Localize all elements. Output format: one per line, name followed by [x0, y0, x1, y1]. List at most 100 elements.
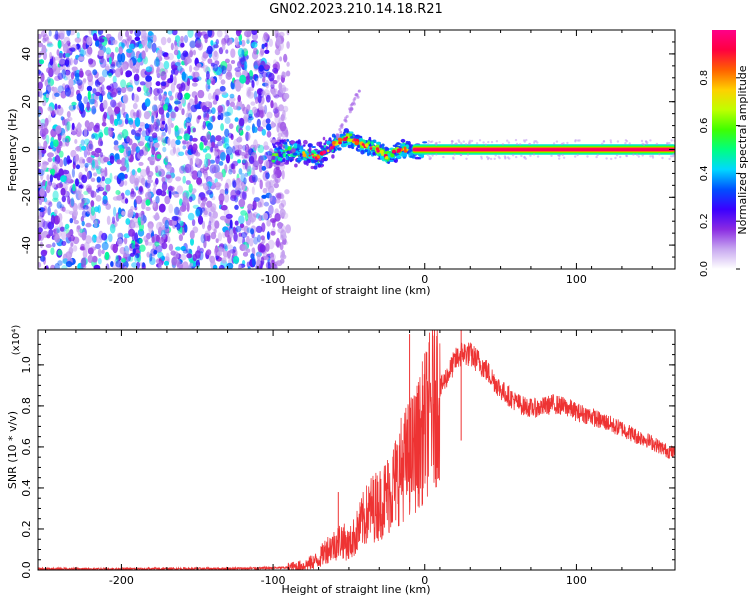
noise-cell — [75, 72, 80, 82]
noise-cell — [115, 190, 121, 195]
band-edge-cell — [640, 139, 644, 143]
noise-cell — [199, 247, 204, 254]
noise-cell — [202, 182, 210, 191]
noise-cell — [38, 227, 43, 233]
noise-cell — [79, 184, 85, 189]
noise-cell — [155, 68, 162, 77]
noise-cell — [229, 228, 234, 239]
noise-cell — [87, 247, 94, 255]
noise-cell — [153, 249, 158, 255]
noise-cell — [171, 256, 178, 266]
noise-cell — [139, 262, 143, 267]
ridge-cell — [385, 156, 389, 160]
noise-cell — [92, 172, 98, 177]
band-edge-cell — [487, 140, 490, 144]
band-edge-cell — [524, 157, 527, 160]
noise-cell — [38, 150, 42, 161]
noise-cell — [54, 234, 61, 243]
noise-cell — [46, 174, 50, 181]
band-edge-cell — [595, 155, 598, 159]
band-edge-cell — [574, 139, 577, 142]
noise-cell — [141, 262, 146, 268]
noise-cell — [138, 127, 142, 132]
noise-cell — [275, 237, 280, 248]
band-edge-cell — [672, 153, 675, 156]
noise-cell — [229, 219, 233, 229]
noise-cell — [238, 168, 243, 175]
noise-cell — [125, 189, 131, 196]
streak-cell — [338, 128, 342, 131]
noise-cell — [175, 35, 181, 43]
noise-cell — [229, 96, 236, 103]
noise-cell — [49, 51, 53, 60]
noise-cell — [142, 33, 149, 38]
noise-cell — [226, 63, 233, 72]
band-edge-cell — [511, 154, 515, 157]
noise-cell — [211, 166, 219, 174]
noise-cell — [284, 130, 289, 138]
onset-cell — [303, 139, 308, 145]
noise-cell — [46, 93, 50, 99]
noise-cell — [98, 38, 105, 43]
noise-cell — [184, 122, 192, 128]
noise-cell — [126, 87, 133, 92]
noise-cell — [195, 259, 200, 268]
onset-cell — [271, 155, 276, 160]
noise-cell — [261, 222, 266, 233]
streak-cell — [352, 98, 356, 102]
noise-cell — [282, 105, 289, 113]
noise-cell — [181, 71, 186, 81]
band-edge-cell — [435, 153, 438, 156]
band-edge-cell — [532, 153, 536, 156]
band-edge-cell — [661, 156, 664, 160]
noise-cell — [225, 99, 230, 107]
onset-cell — [344, 142, 350, 146]
noise-cell — [77, 56, 85, 61]
noise-cell — [65, 177, 71, 185]
noise-cell — [237, 124, 243, 134]
noise-cell — [50, 214, 56, 225]
noise-cell — [80, 264, 87, 269]
band-edge-cell — [562, 156, 566, 159]
noise-cell — [38, 233, 42, 242]
noise-cell — [201, 54, 207, 62]
noise-cell — [262, 212, 269, 221]
noise-cell — [248, 86, 254, 92]
band-edge-cell — [658, 153, 661, 156]
noise-cell — [110, 261, 114, 267]
noise-cell — [85, 184, 93, 192]
noise-cell — [97, 186, 105, 192]
onset-cell — [294, 163, 298, 168]
noise-cell — [218, 264, 225, 269]
noise-cell — [247, 266, 251, 269]
noise-cell — [244, 172, 249, 177]
noise-cell — [156, 49, 161, 58]
band-edge-cell — [506, 156, 510, 159]
noise-cell — [247, 30, 252, 35]
chart-title: GN02.2023.210.14.18.R21 — [269, 2, 443, 17]
band-edge-cell — [426, 153, 429, 157]
noise-cell — [259, 244, 266, 253]
noise-cell — [76, 187, 82, 195]
noise-cell — [101, 121, 107, 127]
noise-cell — [79, 68, 84, 78]
noise-cell — [168, 203, 174, 214]
noise-cell — [182, 145, 187, 150]
onset-cell — [290, 140, 296, 145]
noise-cell — [180, 52, 186, 61]
noise-cell — [96, 156, 101, 162]
noise-cell — [253, 47, 258, 55]
streak-cell — [335, 133, 339, 137]
noise-cell — [87, 185, 92, 195]
noise-cell — [173, 193, 180, 198]
noise-cell — [143, 91, 150, 97]
noise-cell — [101, 84, 105, 92]
noise-cell — [125, 30, 130, 38]
noise-cell — [251, 30, 258, 35]
noise-cell — [224, 188, 229, 195]
noise-cell — [74, 139, 78, 144]
noise-cell — [262, 77, 266, 83]
noise-cell — [71, 122, 75, 131]
noise-cell — [251, 174, 258, 183]
band-edge-cell — [427, 142, 430, 146]
